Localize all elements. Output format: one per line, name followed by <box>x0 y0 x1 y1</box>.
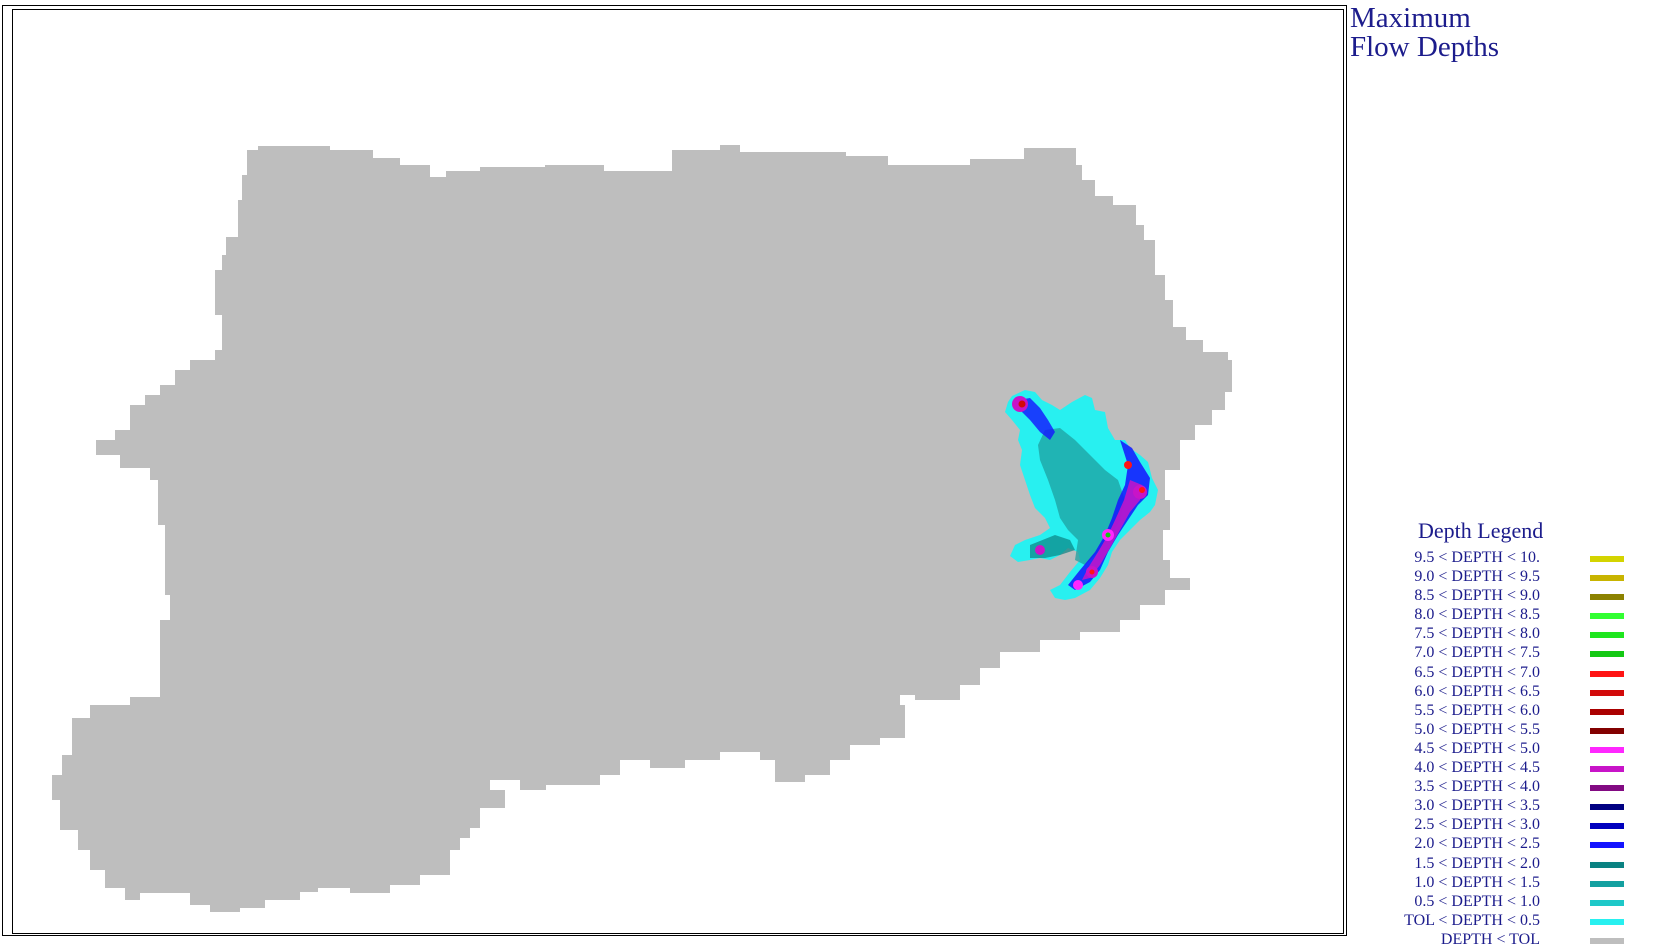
legend-item-label: 7.5 < DEPTH < 8.0 <box>1414 625 1540 643</box>
flood-deep-channel <box>1068 440 1150 590</box>
legend-item-swatch <box>1590 632 1624 639</box>
legend-item-swatch <box>1590 823 1624 830</box>
legend-item-swatch <box>1590 651 1624 658</box>
map-title-line2: Flow Depths <box>1350 31 1500 63</box>
legend-item-swatch <box>1590 556 1624 562</box>
legend-item-swatch <box>1590 804 1624 811</box>
legend-item-label: 4.0 < DEPTH < 4.5 <box>1414 759 1540 777</box>
legend-item-label: 6.5 < DEPTH < 7.0 <box>1414 663 1540 681</box>
legend-item-swatch <box>1590 861 1624 868</box>
flood-region <box>1005 390 1158 600</box>
deep-spot-1-core <box>1018 400 1026 408</box>
legend-item-label: 3.5 < DEPTH < 4.0 <box>1414 778 1540 796</box>
flood-upper-channel <box>1018 398 1055 440</box>
watershed-area <box>52 145 1232 912</box>
legend-item-label: TOL < DEPTH < 0.5 <box>1404 911 1540 929</box>
legend-item-label: 9.0 < DEPTH < 9.5 <box>1414 568 1540 586</box>
legend-item: 2.0 < DEPTH < 2.5 <box>1380 834 1650 853</box>
legend-item-label: 1.0 < DEPTH < 1.5 <box>1414 873 1540 891</box>
map-title: Maximum Flow Depths <box>1350 4 1499 62</box>
legend-item: 3.5 < DEPTH < 4.0 <box>1380 777 1650 796</box>
deep-spot-2-core <box>1139 487 1145 493</box>
legend-item-label: 2.0 < DEPTH < 2.5 <box>1414 835 1540 853</box>
map-area[interactable] <box>12 9 1344 934</box>
legend-item-label: 0.5 < DEPTH < 1.0 <box>1414 892 1540 910</box>
legend-item: 0.5 < DEPTH < 1.0 <box>1380 892 1650 911</box>
legend-item: 8.5 < DEPTH < 9.0 <box>1380 586 1650 605</box>
legend-item: 7.0 < DEPTH < 7.5 <box>1380 643 1650 662</box>
legend-item: 4.0 < DEPTH < 4.5 <box>1380 758 1650 777</box>
legend-item-swatch <box>1590 746 1624 753</box>
legend-item-swatch <box>1590 918 1624 925</box>
legend-item-label: 6.0 < DEPTH < 6.5 <box>1414 682 1540 700</box>
legend-item: 5.0 < DEPTH < 5.5 <box>1380 720 1650 739</box>
legend-item-label: DEPTH < TOL <box>1440 930 1540 948</box>
deep-spot-7 <box>1124 461 1132 469</box>
legend-item: TOL < DEPTH < 0.5 <box>1380 911 1650 930</box>
legend-item: 3.0 < DEPTH < 3.5 <box>1380 796 1650 815</box>
legend-item: 1.0 < DEPTH < 1.5 <box>1380 873 1650 892</box>
deep-spot-4-core <box>1089 569 1095 575</box>
flood-medium-depth <box>1038 428 1125 565</box>
legend-item: 7.5 < DEPTH < 8.0 <box>1380 624 1650 643</box>
legend-item-swatch <box>1590 727 1624 734</box>
legend-item-swatch <box>1590 670 1624 677</box>
legend-item: 6.0 < DEPTH < 6.5 <box>1380 682 1650 701</box>
legend-item: 2.5 < DEPTH < 3.0 <box>1380 815 1650 834</box>
legend-item-swatch <box>1590 689 1624 696</box>
map-frame <box>2 5 1347 936</box>
depth-legend: 9.5 < DEPTH < 10. 9.0 < DEPTH < 9.5 8.5 < … <box>1380 548 1650 949</box>
legend-item-label: 8.5 < DEPTH < 9.0 <box>1414 587 1540 605</box>
legend-item-swatch <box>1590 708 1624 715</box>
legend-item-label: 3.0 < DEPTH < 3.5 <box>1414 797 1540 815</box>
legend-item: 8.0 < DEPTH < 8.5 <box>1380 605 1650 624</box>
legend-item-swatch <box>1590 880 1624 887</box>
legend-item-swatch <box>1590 594 1624 601</box>
flood-deepest-channel <box>1082 480 1142 580</box>
legend-title: Depth Legend <box>1418 518 1544 543</box>
legend-item: 6.5 < DEPTH < 7.0 <box>1380 663 1650 682</box>
deep-spot-5 <box>1035 545 1045 555</box>
legend-item-label: 5.0 < DEPTH < 5.5 <box>1414 720 1540 738</box>
legend-item-swatch <box>1590 613 1624 620</box>
legend-item-label: 8.0 < DEPTH < 8.5 <box>1414 606 1540 624</box>
legend-item: 9.0 < DEPTH < 9.5 <box>1380 567 1650 586</box>
legend-item: 4.5 < DEPTH < 5.0 <box>1380 739 1650 758</box>
deep-spot-6 <box>1073 580 1083 590</box>
legend-item: DEPTH < TOL <box>1380 930 1650 949</box>
legend-item-label: 7.0 < DEPTH < 7.5 <box>1414 644 1540 662</box>
legend-item-swatch <box>1590 575 1624 582</box>
deep-spot-3-core <box>1105 532 1111 538</box>
legend-item: 9.5 < DEPTH < 10. <box>1380 548 1650 567</box>
legend-item-label: 1.5 < DEPTH < 2.0 <box>1414 854 1540 872</box>
legend-item-label: 4.5 < DEPTH < 5.0 <box>1414 739 1540 757</box>
legend-item-swatch <box>1590 842 1624 849</box>
legend-item: 5.5 < DEPTH < 6.0 <box>1380 701 1650 720</box>
legend-item-label: 5.5 < DEPTH < 6.0 <box>1414 701 1540 719</box>
legend-item-swatch <box>1590 785 1624 792</box>
legend-item-label: 2.5 < DEPTH < 3.0 <box>1414 816 1540 834</box>
legend-item-label: 9.5 < DEPTH < 10. <box>1414 549 1540 566</box>
map-title-line1: Maximum <box>1350 2 1471 34</box>
legend-item-swatch <box>1590 899 1624 906</box>
legend-item: 1.5 < DEPTH < 2.0 <box>1380 854 1650 873</box>
legend-item-swatch <box>1590 766 1624 773</box>
